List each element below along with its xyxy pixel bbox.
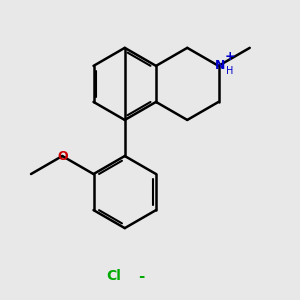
Text: +: + (225, 50, 235, 63)
Text: Cl: Cl (106, 269, 122, 283)
Text: N: N (214, 59, 225, 72)
Text: -: - (138, 269, 144, 284)
Text: H: H (226, 66, 234, 76)
Text: O: O (57, 149, 68, 163)
